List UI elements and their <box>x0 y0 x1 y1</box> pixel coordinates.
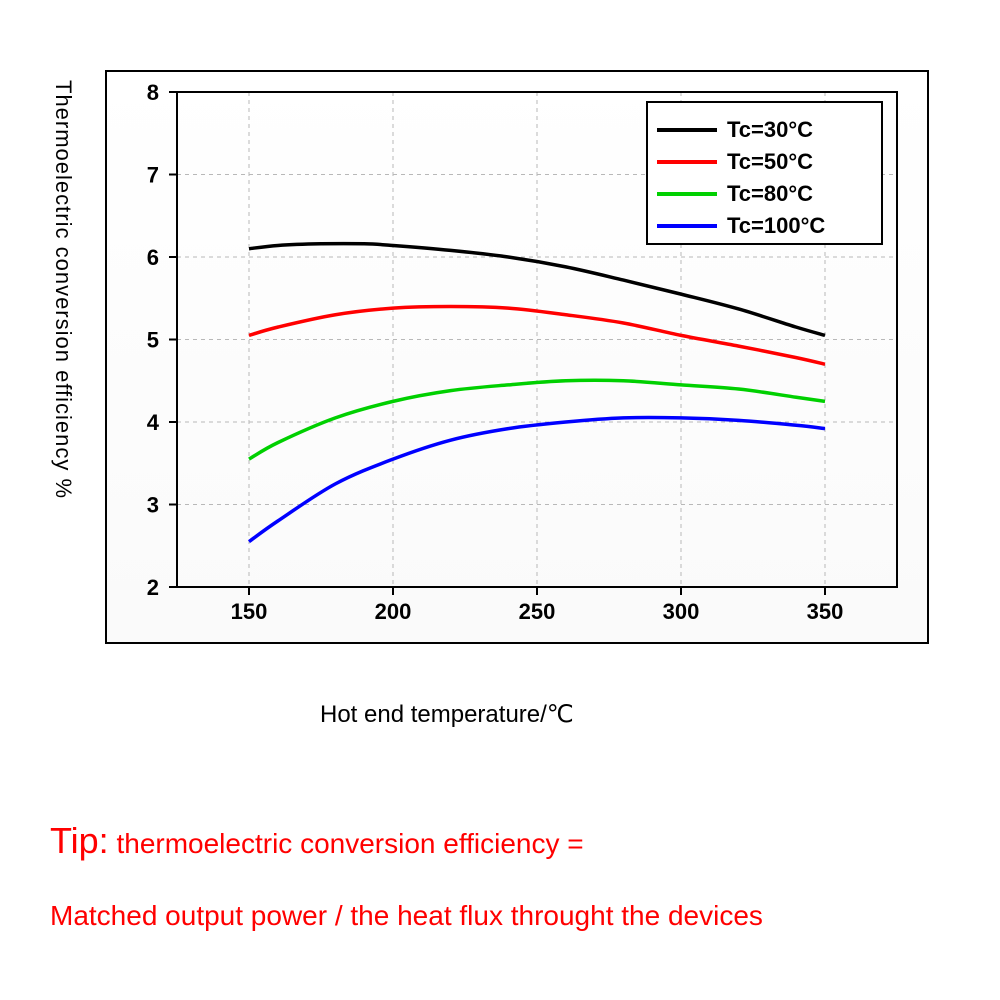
x-tick-label: 300 <box>663 599 700 624</box>
tip-line-2: Matched output power / the heat flux thr… <box>50 900 763 932</box>
y-axis-label: Thermoelectric conversion efficiency % <box>50 80 76 499</box>
y-tick-label: 4 <box>147 410 160 435</box>
chart-svg: 1502002503003502345678Tc=30°CTc=50°CTc=8… <box>177 92 897 587</box>
y-tick-label: 2 <box>147 575 159 600</box>
x-axis-label: Hot end temperature/℃ <box>320 700 574 729</box>
y-tick-label: 7 <box>147 163 159 188</box>
tip-line-1-rest: thermoelectric conversion efficiency = <box>109 828 584 859</box>
x-tick-label: 250 <box>519 599 556 624</box>
y-tick-label: 5 <box>147 328 159 353</box>
tip-line-1: Tip: thermoelectric conversion efficienc… <box>50 820 584 862</box>
legend-label: Tc=30°C <box>727 117 813 142</box>
legend-label: Tc=100°C <box>727 213 825 238</box>
legend-label: Tc=50°C <box>727 149 813 174</box>
chart-frame: 150 200 250 300 350 2 3 4 5 6 7 8 Tc=30°C Tc=50°C Tc=8… <box>105 70 929 644</box>
y-tick-label: 8 <box>147 80 159 105</box>
x-tick-label: 200 <box>375 599 412 624</box>
page-root: Thermoelectric conversion efficiency % 1… <box>0 0 1000 1000</box>
legend-label: Tc=80°C <box>727 181 813 206</box>
y-tick-label: 3 <box>147 493 159 518</box>
x-tick-label: 350 <box>807 599 844 624</box>
y-tick-label: 6 <box>147 245 159 270</box>
legend: Tc=30°C Tc=50°C Tc=80°C Tc=100°C <box>647 102 882 244</box>
tip-prefix: Tip: <box>50 820 109 861</box>
x-tick-label: 150 <box>231 599 268 624</box>
